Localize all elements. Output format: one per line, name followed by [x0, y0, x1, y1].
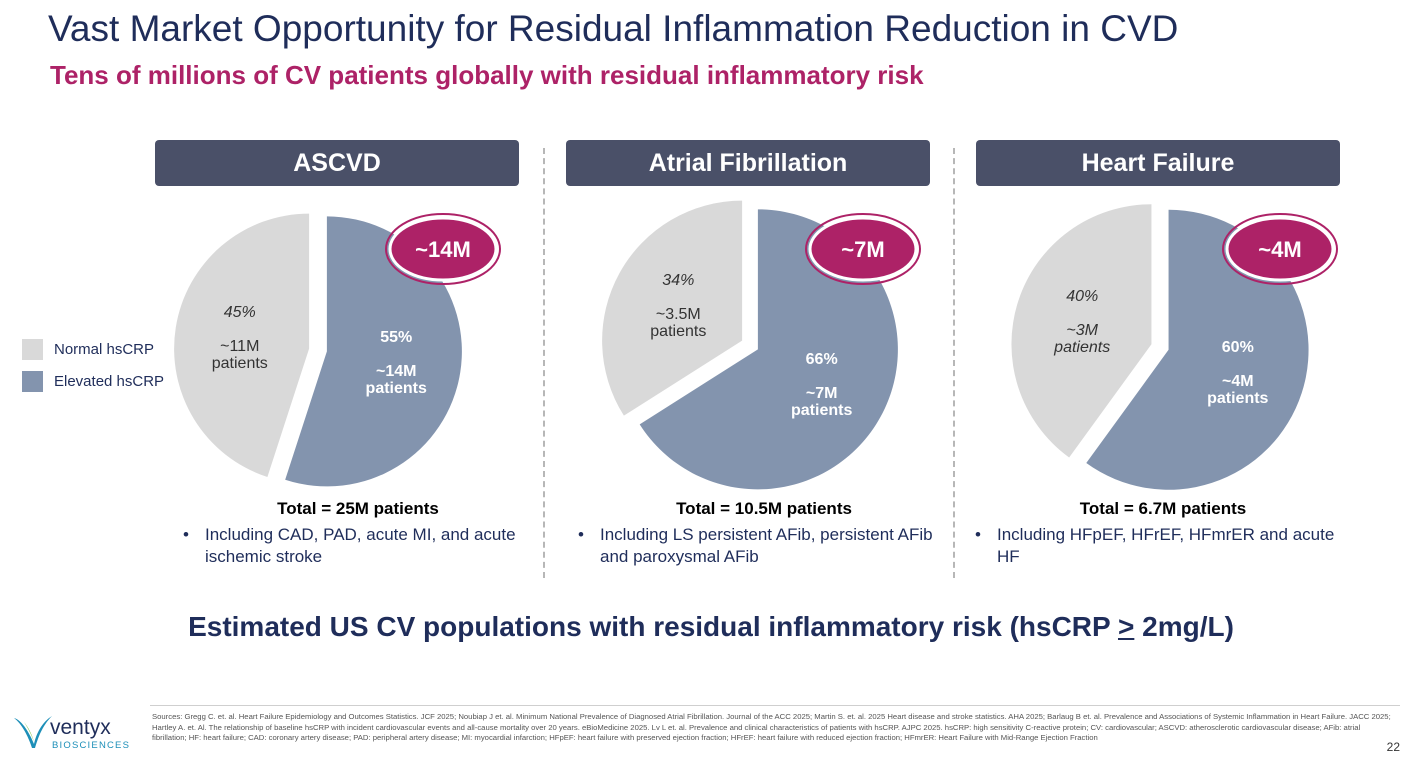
pie-slice-afib-normal: [602, 200, 743, 416]
badge-label-afib: ~7M: [841, 237, 884, 262]
slice-patients-label-ascvd-normal: patients: [212, 355, 268, 372]
panel-header-afib: Atrial Fibrillation: [566, 140, 930, 186]
legend: Normal hsCRP Elevated hsCRP: [22, 338, 164, 402]
pie-slice-ascvd-normal: [174, 213, 310, 477]
slice-percent-label-hf-elevated: 60%: [1222, 339, 1254, 356]
badge-ring-ascvd: [385, 213, 501, 285]
badge-hf: [1225, 216, 1335, 282]
badge-ring-afib: [805, 213, 921, 285]
badge-ring-hf: [1222, 213, 1338, 285]
panel-header-hf: Heart Failure: [976, 140, 1340, 186]
summary-statement: Estimated US CV populations with residua…: [0, 611, 1422, 643]
slice-percent-label-ascvd-normal: 45%: [224, 304, 256, 321]
ventyx-logo-icon: ventyx BIOSCIENCES: [14, 716, 130, 751]
slice-percent-label-afib-elevated: 66%: [806, 351, 838, 368]
badge-label-ascvd: ~14M: [415, 237, 471, 262]
summary-text: Estimated US CV populations with residua…: [188, 611, 1118, 642]
slice-patients-label-hf-normal: patients: [1053, 339, 1110, 356]
total-hf: Total = 6.7M patients: [1079, 499, 1247, 518]
logo-wordmark: ventyx: [50, 716, 111, 739]
total-ascvd: Total = 25M patients: [277, 499, 439, 518]
pie-slice-hf-normal: [1011, 204, 1152, 458]
note-hf: • Including HFpEF, HFrEF, HFmrER and acut…: [975, 525, 1335, 566]
slice-patients-label-ascvd-normal: ~11M: [220, 338, 259, 355]
panel-divider: [543, 148, 545, 578]
legend-item-normal: Normal hsCRP: [22, 338, 164, 360]
slice-patients-label-afib-elevated: patients: [791, 402, 852, 419]
legend-label: Elevated hsCRP: [54, 372, 165, 390]
slice-patients-label-hf-normal: ~3M: [1066, 322, 1098, 339]
page-subtitle: Tens of millions of CV patients globally…: [50, 60, 924, 90]
legend-label: Normal hsCRP: [54, 340, 155, 358]
company-logo: ventyx BIOSCIENCES: [12, 712, 142, 757]
panel-divider: [953, 148, 955, 578]
badge-label-hf: ~4M: [1258, 237, 1301, 262]
pie-slice-ascvd-elevated: [285, 216, 462, 487]
slice-patients-label-ascvd-elevated: patients: [366, 380, 427, 397]
slice-patients-label-hf-elevated: ~4M: [1222, 373, 1254, 390]
badge-afib: [808, 216, 918, 282]
slice-patients-label-afib-normal: patients: [650, 323, 706, 340]
slice-patients-label-ascvd-elevated: ~14M: [376, 363, 416, 380]
note-text: Including LS persistent AFib, persistent…: [600, 525, 933, 566]
slice-patients-label-hf-elevated: patients: [1207, 390, 1268, 407]
slice-patients-label-afib-elevated: ~7M: [806, 385, 838, 402]
legend-swatch-normal: [22, 338, 43, 360]
note-text: Including CAD, PAD, acute MI, and acute …: [205, 525, 516, 566]
footer-rule: [150, 705, 1400, 706]
slice-percent-label-afib-normal: 34%: [662, 272, 694, 289]
panel-header-ascvd: ASCVD: [155, 140, 519, 186]
legend-swatch-elevated: [22, 370, 43, 392]
logo-subtitle: BIOSCIENCES: [52, 740, 130, 751]
greater-equal-symbol: >: [1117, 611, 1135, 642]
total-afib: Total = 10.5M patients: [676, 499, 852, 518]
slice-percent-label-ascvd-elevated: 55%: [380, 329, 412, 346]
legend-item-elevated: Elevated hsCRP: [22, 370, 164, 392]
slice-percent-label-hf-normal: 40%: [1066, 288, 1098, 305]
note-text: Including HFpEF, HFrEF, HFmrER and acute…: [997, 525, 1335, 566]
badge-ascvd: [388, 216, 498, 282]
page-number: 22: [1386, 740, 1400, 754]
page-title: Vast Market Opportunity for Residual Inf…: [48, 8, 1179, 49]
slice-patients-label-afib-normal: ~3.5M: [656, 306, 701, 323]
sources-footnote: Sources: Gregg C. et. al. Heart Failure …: [152, 712, 1391, 742]
note-afib: • Including LS persistent AFib, persisten…: [578, 525, 933, 566]
summary-text-end: 2mg/L): [1134, 611, 1234, 642]
note-ascvd: • Including CAD, PAD, acute MI, and acute…: [183, 525, 516, 566]
